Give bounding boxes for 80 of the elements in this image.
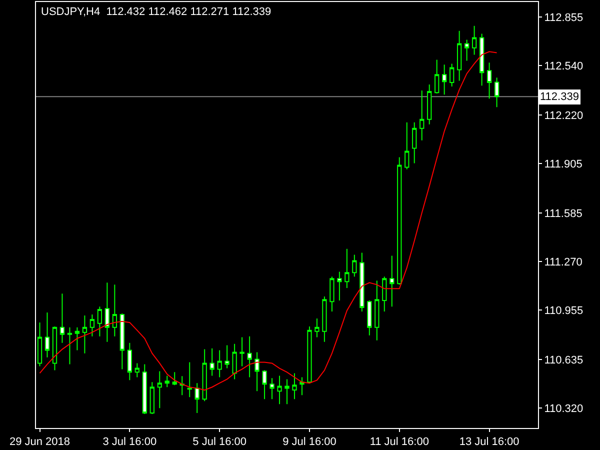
candlestick [120, 313, 124, 370]
ref-line-label: 112.339 [540, 91, 579, 103]
candlestick [374, 280, 380, 341]
candlestick [142, 364, 147, 414]
candlestick [464, 39, 470, 62]
x-tick-label: 13 Jul 16:00 [459, 436, 520, 448]
candlestick [52, 326, 58, 371]
candlestick [322, 296, 327, 342]
candlestick [442, 64, 447, 96]
candlestick [330, 276, 334, 312]
candlestick [150, 382, 154, 414]
candlestick [337, 271, 342, 302]
candlestick [217, 350, 222, 378]
candlestick [300, 376, 304, 396]
candlestick [390, 255, 394, 308]
y-tick-label: 110.955 [544, 304, 584, 317]
candlestick [60, 293, 65, 344]
candlestick [254, 352, 260, 392]
chart-title: USDJPY,H4 112.432 112.462 112.271 112.339 [41, 6, 272, 18]
candlestick [104, 282, 110, 342]
x-tick-label: 11 Jul 16:00 [370, 436, 429, 448]
candlestick [420, 90, 424, 141]
y-tick-label: 112.220 [544, 110, 584, 122]
x-tick-label: 5 Jul 16:00 [192, 436, 246, 448]
candlestick [427, 84, 432, 125]
candlestick [232, 343, 237, 380]
candlestick [112, 284, 118, 337]
candlestick [412, 122, 417, 164]
y-tick-label: 110.635 [544, 354, 584, 366]
y-tick-label: 112.540 [544, 60, 584, 72]
candlestick [67, 326, 72, 365]
candlestick [157, 370, 162, 409]
candlestick [97, 306, 102, 337]
candlestick [44, 312, 50, 358]
y-tick-label: 110.320 [544, 402, 584, 415]
y-tick-label: 112.855 [544, 12, 584, 24]
candlestick [180, 376, 184, 396]
candlestick [270, 378, 274, 400]
candlestick [360, 252, 364, 312]
candlestick [224, 344, 230, 369]
candlestick [479, 33, 484, 86]
candlestick [292, 372, 297, 400]
candlestick [127, 342, 132, 381]
candlestick [210, 348, 214, 376]
x-tick-label: 29 Jun 2018 [9, 436, 70, 448]
candlestick [164, 375, 170, 388]
x-tick-label: 9 Jul 16:00 [282, 436, 336, 448]
candlestick [277, 375, 282, 405]
candlestick [37, 322, 42, 367]
candlestick [134, 362, 140, 378]
candlestick [404, 122, 410, 170]
y-tick-label: 111.585 [544, 208, 582, 220]
candlestick [202, 348, 207, 402]
candlestick [284, 378, 290, 405]
y-tick-label: 111.905 [544, 158, 582, 170]
candlestick [187, 362, 192, 398]
candlestick [240, 336, 244, 367]
candlestick [472, 25, 477, 56]
candlestick [486, 62, 492, 100]
candlestick [344, 248, 350, 289]
candlestick [434, 59, 440, 94]
candlestick [450, 63, 454, 88]
candlestick [247, 336, 252, 378]
candlestick [352, 254, 357, 278]
candlestick [367, 300, 372, 336]
candlestick [314, 318, 320, 338]
candlestick [90, 314, 95, 337]
candlestick [307, 326, 312, 384]
x-tick-label: 3 Jul 16:00 [102, 436, 157, 448]
candlestick [82, 315, 88, 354]
candlestick [262, 370, 267, 400]
y-tick-label: 111.270 [544, 256, 582, 268]
candlestick [397, 156, 402, 286]
candlestick [494, 77, 500, 108]
candlestick [194, 382, 200, 414]
candlestick [172, 372, 177, 386]
candlestick [74, 326, 80, 351]
candlestick [456, 30, 462, 82]
line-series [39, 51, 498, 391]
candlestick [382, 276, 387, 312]
